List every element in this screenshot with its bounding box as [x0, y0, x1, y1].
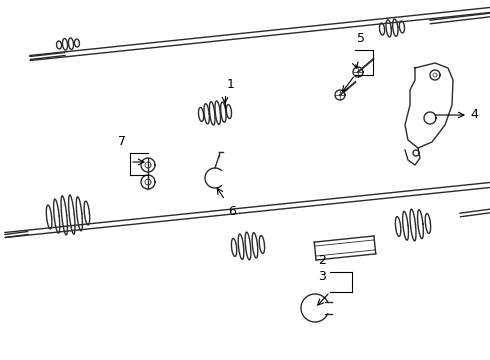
Text: 3: 3	[318, 270, 326, 283]
Text: 7: 7	[118, 135, 126, 148]
Text: 4: 4	[470, 108, 478, 122]
Text: 6: 6	[228, 205, 236, 218]
Text: 5: 5	[357, 32, 365, 45]
Text: 1: 1	[227, 78, 235, 91]
Text: 2: 2	[318, 254, 326, 267]
